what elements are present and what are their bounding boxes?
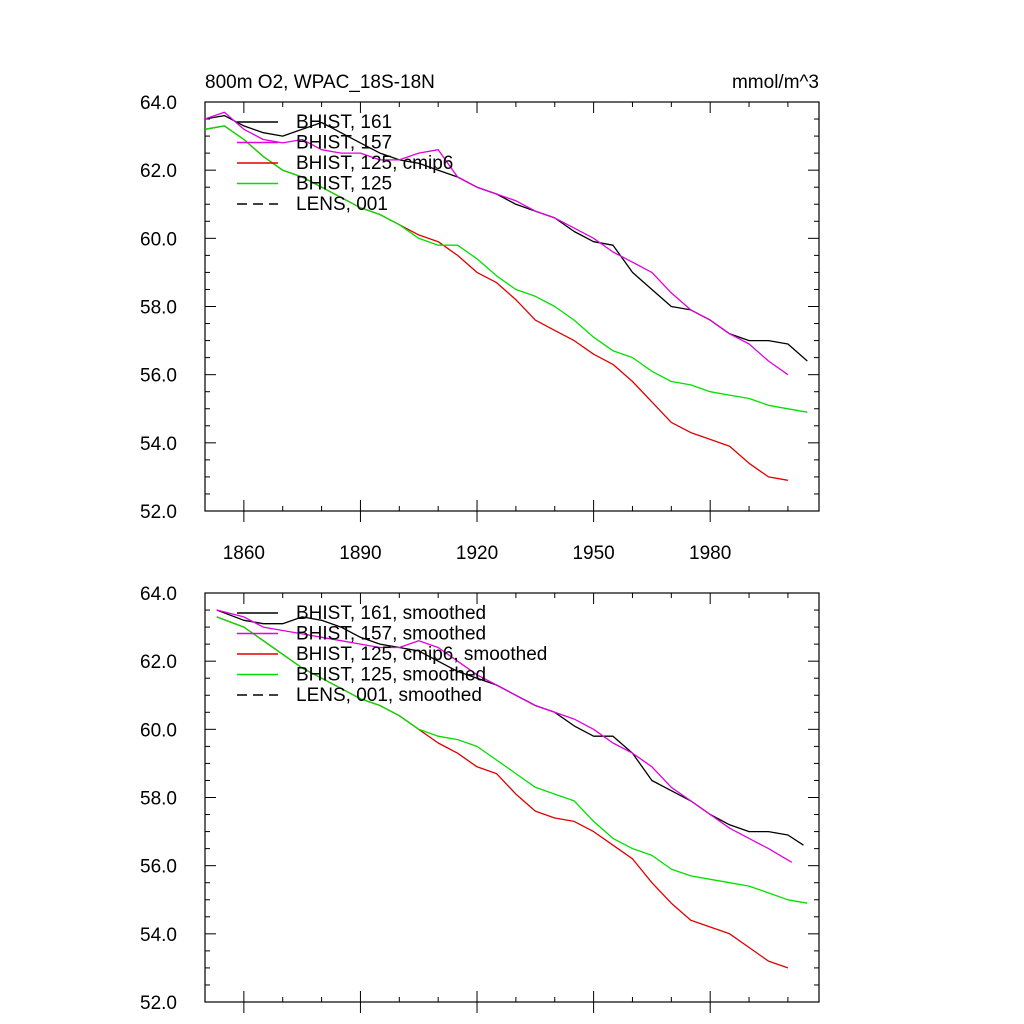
y-tick-label: 62.0: [140, 161, 177, 182]
legend-label: BHIST, 161: [296, 112, 392, 133]
y-tick-label: 60.0: [140, 720, 177, 741]
y-tick-label: 56.0: [140, 857, 177, 878]
legend-label: BHIST, 125: [296, 174, 392, 195]
units-label: mmol/m^3: [732, 72, 819, 93]
y-tick-label: 64.0: [140, 584, 177, 605]
plot-title: 800m O2, WPAC_18S-18N: [205, 72, 435, 93]
legend-label: BHIST, 125, cmip6, smoothed: [296, 644, 547, 665]
y-tick-label: 62.0: [140, 652, 177, 673]
series-line-bhist-125: [204, 125, 808, 413]
y-tick-label: 52.0: [140, 993, 177, 1014]
series-line-bhist-125-cmip6: [204, 125, 789, 481]
x-tick-label: 1920: [456, 543, 498, 564]
y-tick-label: 56.0: [140, 366, 177, 387]
x-tick-label: 1890: [339, 543, 381, 564]
x-tick-label: 1980: [689, 543, 731, 564]
y-tick-label: 54.0: [140, 434, 177, 455]
legend-label: BHIST, 125, cmip6: [296, 153, 453, 174]
legend-label: BHIST, 125, smoothed: [296, 665, 486, 686]
y-tick-label: 58.0: [140, 789, 177, 810]
bottom-panel: 52.0 54.0 56.0 58.0 60.0 62.0 64.0 BHIST, 161, …: [140, 584, 820, 1014]
y-tick-label: 64.0: [140, 93, 177, 114]
y-tick-label: 54.0: [140, 925, 177, 946]
y-tick-label: 60.0: [140, 229, 177, 250]
y-tick-label: 58.0: [140, 298, 177, 319]
legend-label: BHIST, 157, smoothed: [296, 624, 486, 645]
top-panel: 52.0 54.0 56.0 58.0 60.0 62.0 64.0 1860 1890 1920…: [140, 93, 820, 564]
legend-label: LENS, 001: [296, 194, 388, 215]
y-tick-label: 52.0: [140, 502, 177, 523]
series-line-bhist-157: [204, 111, 789, 376]
legend-label: BHIST, 157: [296, 133, 392, 154]
series-line-bhist-157: [216, 609, 793, 863]
x-tick-label: 1950: [572, 543, 614, 564]
legend-label: LENS, 001, smoothed: [296, 685, 482, 706]
x-tick-label: 1860: [223, 543, 265, 564]
legend-label: BHIST, 161, smoothed: [296, 603, 486, 624]
series-line-bhist-125: [216, 616, 808, 904]
